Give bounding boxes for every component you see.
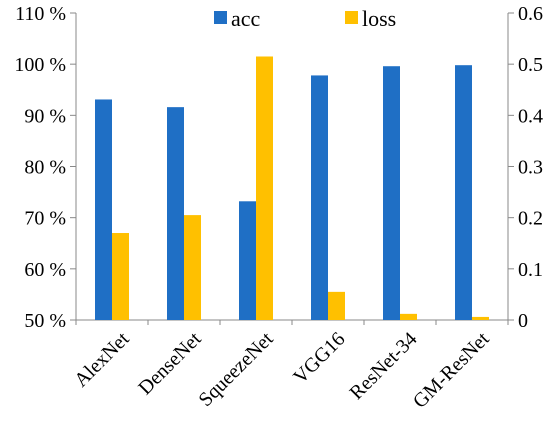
- right-tick-label: 0.3: [518, 157, 543, 179]
- bar-acc-resnet-34: [383, 66, 400, 320]
- right-tick-label: 0.6: [518, 3, 543, 25]
- left-tick-label: 110 %: [15, 3, 66, 25]
- x-tick-label: VGG16: [289, 328, 349, 388]
- left-tick-label: 50 %: [24, 310, 66, 332]
- bar-acc-densenet: [167, 107, 184, 320]
- x-tick-label: ResNet-34: [345, 328, 421, 404]
- bar-acc-alexnet: [95, 99, 112, 320]
- x-tick-label: SqueezeNet: [194, 328, 277, 411]
- bar-loss-densenet: [184, 215, 201, 320]
- x-tick-label: GM-ResNet: [409, 328, 494, 413]
- bar-acc-gm-resnet: [455, 65, 472, 320]
- x-tick-label: AlexNet: [70, 328, 134, 392]
- left-tick-label: 60 %: [24, 259, 66, 281]
- bar-loss-resnet-34: [400, 313, 417, 320]
- right-tick-label: 0.2: [518, 208, 543, 230]
- left-tick-label: 100 %: [14, 54, 66, 76]
- right-tick-label: 0.4: [518, 105, 543, 127]
- right-tick-label: 0.1: [518, 259, 543, 281]
- left-tick-label: 90 %: [24, 105, 66, 127]
- x-tick-label: DenseNet: [134, 328, 206, 400]
- bars: [95, 56, 489, 320]
- bar-loss-squeezenet: [256, 56, 273, 320]
- legend-label-loss: loss: [362, 6, 396, 31]
- bar-acc-vgg16: [311, 75, 328, 320]
- bar-loss-gm-resnet: [472, 316, 489, 320]
- legend-swatch-acc: [214, 11, 227, 24]
- legend: acc loss: [214, 6, 396, 31]
- left-tick-label: 70 %: [24, 208, 66, 230]
- bar-loss-vgg16: [328, 291, 345, 320]
- bar-acc-squeezenet: [239, 201, 256, 320]
- right-tick-label: 0: [518, 310, 528, 332]
- left-tick-label: 80 %: [24, 157, 66, 179]
- bar-loss-alexnet: [112, 233, 129, 320]
- axes: [70, 12, 514, 325]
- right-tick-label: 0.5: [518, 54, 543, 76]
- legend-swatch-loss: [345, 11, 358, 24]
- legend-label-acc: acc: [231, 6, 261, 31]
